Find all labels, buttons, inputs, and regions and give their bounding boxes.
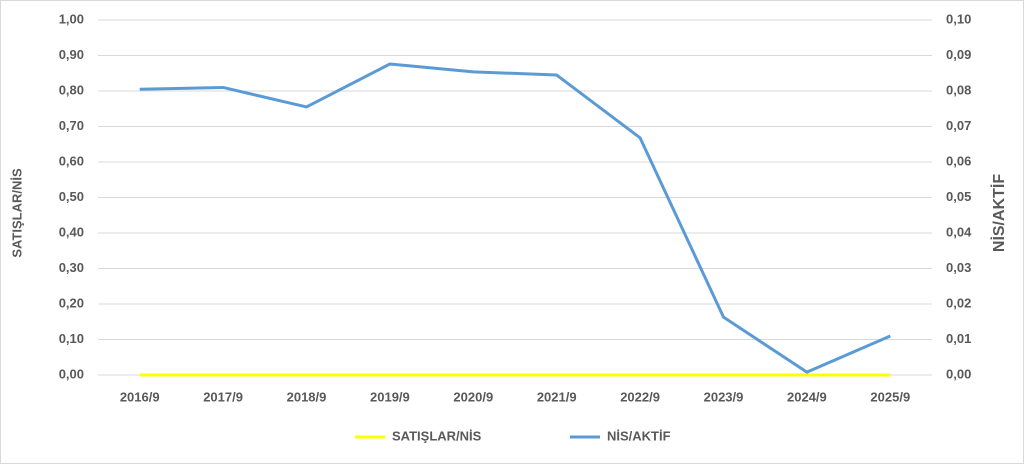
y2-tick-label: 0,05: [946, 189, 971, 204]
y-tick-label: 0,90: [59, 47, 84, 62]
x-tick-label: 2024/9: [787, 389, 827, 404]
y-tick-label: 1,00: [59, 11, 84, 26]
x-tick-label: 2019/9: [370, 389, 410, 404]
y2-axis-title: NİS/AKTİF: [990, 174, 1008, 252]
y2-tick-label: 0,03: [946, 260, 971, 275]
y2-tick-label: 0,07: [946, 118, 971, 133]
x-tick-label: 2025/9: [870, 389, 910, 404]
y2-tick-label: 0,00: [946, 366, 971, 381]
y2-tick-label: 0,06: [946, 153, 971, 168]
x-tick-label: 2020/9: [453, 389, 493, 404]
y-tick-label: 0,00: [59, 366, 84, 381]
y-tick-label: 0,80: [59, 82, 84, 97]
y2-tick-label: 0,08: [946, 82, 971, 97]
y-axis-title: SATIŞLAR/NİS: [9, 168, 24, 258]
y2-tick-label: 0,09: [946, 47, 971, 62]
x-tick-label: 2023/9: [704, 389, 744, 404]
y-tick-label: 0,50: [59, 189, 84, 204]
y-tick-label: 0,10: [59, 331, 84, 346]
y-tick-label: 0,70: [59, 118, 84, 133]
legend-label: NİS/AKTİF: [607, 428, 671, 443]
x-tick-label: 2017/9: [203, 389, 243, 404]
y2-tick-label: 0,01: [946, 331, 971, 346]
series-line: [139, 62, 891, 374]
y-tick-label: 0,20: [59, 295, 84, 310]
y-tick-label: 0,60: [59, 153, 84, 168]
y2-tick-label: 0,04: [946, 224, 972, 239]
x-tick-label: 2016/9: [120, 389, 160, 404]
x-tick-label: 2021/9: [537, 389, 577, 404]
y2-tick-label: 0,10: [946, 11, 971, 26]
x-tick-label: 2022/9: [620, 389, 660, 404]
legend-label: SATIŞLAR/NİS: [392, 428, 482, 443]
x-tick-label: 2018/9: [287, 389, 327, 404]
y-tick-label: 0,30: [59, 260, 84, 275]
y-tick-label: 0,40: [59, 224, 84, 239]
y2-tick-label: 0,02: [946, 295, 971, 310]
